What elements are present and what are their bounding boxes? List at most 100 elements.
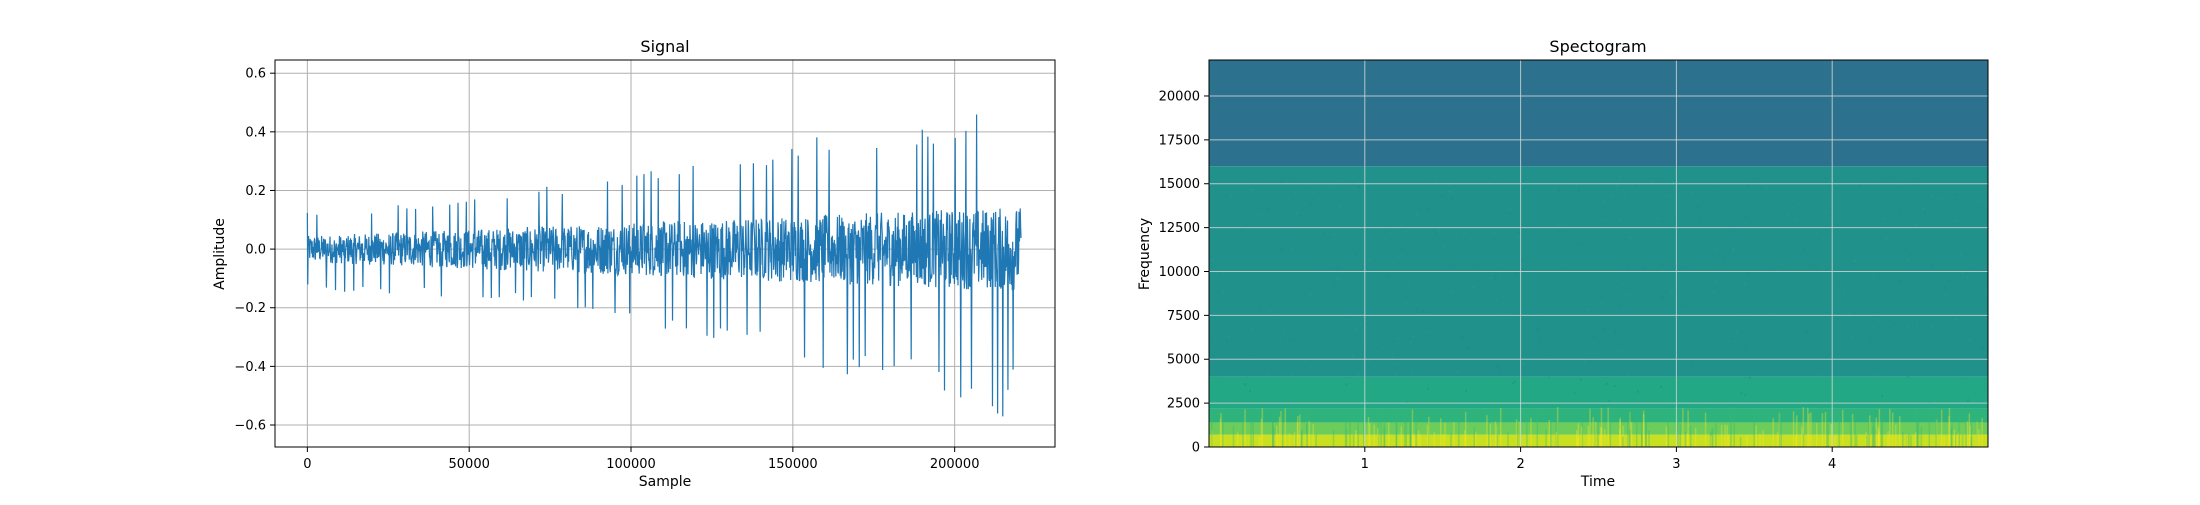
signal-ticks: 0 50000 100000 150000 200000 −0.6 −0.4 −0.2 0.0 0… bbox=[234, 67, 979, 472]
spectrogram-streak bbox=[1530, 417, 1532, 447]
spectrogram-speckle bbox=[1773, 342, 1776, 345]
spectrogram-streak bbox=[1545, 429, 1547, 447]
spectrogram-speckle bbox=[1336, 277, 1339, 280]
spectrogram-speckle bbox=[1615, 252, 1618, 255]
spectrogram-streak bbox=[1294, 432, 1296, 447]
spectrogram-streak bbox=[1355, 429, 1357, 447]
spectrogram-speckle bbox=[1267, 207, 1270, 210]
spectrogram-speckle bbox=[1671, 181, 1674, 184]
spectrogram-speckle bbox=[1455, 367, 1458, 370]
spectrogram-speckle bbox=[1943, 391, 1946, 394]
spectrogram-speckle bbox=[1513, 196, 1516, 199]
spectrogram-speckle bbox=[1671, 181, 1674, 184]
spectrogram-speckle bbox=[1766, 366, 1769, 369]
spectrogram-streak bbox=[1969, 425, 1971, 447]
spectrogram-speckle bbox=[1599, 295, 1602, 298]
spectrogram-speckle bbox=[1870, 228, 1873, 231]
spectrogram-speckle bbox=[1512, 312, 1515, 315]
spectrogram-y-tick-label: 15000 bbox=[1159, 177, 1200, 192]
spectrogram-speckle bbox=[1950, 192, 1953, 195]
spectrogram-speckle bbox=[1743, 319, 1746, 322]
spectrogram-streak bbox=[1808, 413, 1810, 447]
spectrogram-speckle bbox=[1448, 191, 1451, 194]
spectrogram-speckle bbox=[1814, 263, 1817, 266]
spectrogram-streak bbox=[1648, 430, 1650, 447]
spectrogram-streak bbox=[1589, 408, 1591, 447]
spectrogram-speckle bbox=[1699, 220, 1702, 223]
spectrogram-streak bbox=[1600, 427, 1603, 447]
spectrogram-streak bbox=[1689, 425, 1692, 447]
spectrogram-streak bbox=[1687, 410, 1689, 447]
spectrogram-speckle bbox=[1921, 207, 1924, 210]
spectrogram-streak bbox=[1710, 436, 1713, 447]
spectrogram-speckle bbox=[1688, 329, 1691, 332]
spectrogram-streak bbox=[1619, 428, 1621, 447]
spectrogram-speckle bbox=[1455, 387, 1458, 390]
spectrogram-streak bbox=[1965, 420, 1967, 447]
spectrogram-speckle bbox=[1802, 248, 1805, 251]
spectrogram-speckle bbox=[1858, 183, 1861, 186]
spectrogram-streak bbox=[1439, 418, 1442, 447]
spectrogram-speckle bbox=[1256, 276, 1259, 279]
spectrogram-speckle bbox=[1250, 327, 1253, 330]
spectrogram-streak bbox=[1376, 428, 1379, 447]
spectrogram-streak bbox=[1968, 413, 1971, 447]
spectrogram-streak bbox=[1891, 412, 1894, 447]
spectrogram-streak bbox=[1868, 409, 1870, 447]
spectrogram-x-tick-label: 1 bbox=[1361, 457, 1369, 472]
spectrogram-speckle bbox=[1399, 193, 1402, 196]
spectrogram-speckle bbox=[1715, 280, 1718, 283]
spectrogram-streak bbox=[1830, 424, 1833, 447]
spectrogram-streak bbox=[1957, 432, 1960, 447]
spectrogram-speckle bbox=[1249, 389, 1252, 392]
spectrogram-streak bbox=[1776, 432, 1779, 447]
spectrogram-y-tick-label: 20000 bbox=[1159, 89, 1200, 104]
spectrogram-speckle bbox=[1847, 347, 1850, 350]
spectrogram-streak bbox=[1306, 407, 1308, 447]
spectrogram-speckle bbox=[1358, 225, 1361, 228]
spectrogram-speckle bbox=[1945, 278, 1948, 281]
spectrogram-speckle bbox=[1299, 214, 1302, 217]
signal-waveform bbox=[306, 114, 1022, 417]
spectrogram-streak bbox=[1704, 412, 1707, 447]
spectrogram-streak bbox=[1444, 422, 1446, 447]
spectrogram-speckle bbox=[1577, 189, 1580, 192]
spectrogram-speckle bbox=[1440, 195, 1443, 198]
spectrogram-speckle bbox=[1508, 211, 1511, 214]
spectrogram-speckle bbox=[1357, 373, 1360, 376]
spectrogram-speckle bbox=[1984, 291, 1987, 294]
spectrogram-speckle bbox=[1472, 285, 1475, 288]
spectrogram-streak bbox=[1928, 412, 1931, 447]
spectrogram-speckle bbox=[1558, 223, 1561, 226]
spectrogram-streak bbox=[1872, 426, 1874, 447]
spectrogram-streak bbox=[1795, 415, 1798, 447]
spectrogram-streak bbox=[1548, 420, 1551, 447]
spectrogram-band bbox=[1209, 408, 1988, 423]
spectrogram-speckle bbox=[1291, 249, 1294, 252]
spectrogram-speckle bbox=[1280, 181, 1283, 184]
spectrogram-streak bbox=[1594, 421, 1597, 447]
spectrogram-chart: 1 2 3 4 0 2500 5000 7500 10000 12500 15000 17500 200… bbox=[1137, 37, 1989, 490]
spectrogram-streak bbox=[1905, 434, 1908, 447]
spectrogram-speckle bbox=[1661, 296, 1664, 299]
signal-title: Signal bbox=[640, 37, 689, 56]
spectrogram-streak bbox=[1966, 421, 1969, 447]
spectrogram-speckle bbox=[1862, 384, 1865, 387]
spectrogram-speckle bbox=[1935, 394, 1938, 397]
spectrogram-streak bbox=[1956, 434, 1958, 447]
spectrogram-speckle bbox=[1876, 315, 1879, 318]
spectrogram-speckle bbox=[1961, 378, 1964, 381]
spectrogram-streak bbox=[1878, 409, 1881, 447]
spectrogram-speckle bbox=[1238, 212, 1241, 215]
spectrogram-streak bbox=[1686, 433, 1689, 447]
spectrogram-speckle bbox=[1853, 259, 1856, 262]
spectrogram-speckle bbox=[1625, 293, 1628, 296]
spectrogram-band bbox=[1209, 376, 1988, 409]
spectrogram-speckle bbox=[1611, 294, 1614, 297]
spectrogram-speckle bbox=[1512, 382, 1515, 385]
spectrogram-speckle bbox=[1772, 312, 1775, 315]
spectrogram-speckle bbox=[1232, 334, 1235, 337]
spectrogram-streak bbox=[1677, 412, 1679, 447]
spectrogram-streak bbox=[1414, 434, 1416, 447]
